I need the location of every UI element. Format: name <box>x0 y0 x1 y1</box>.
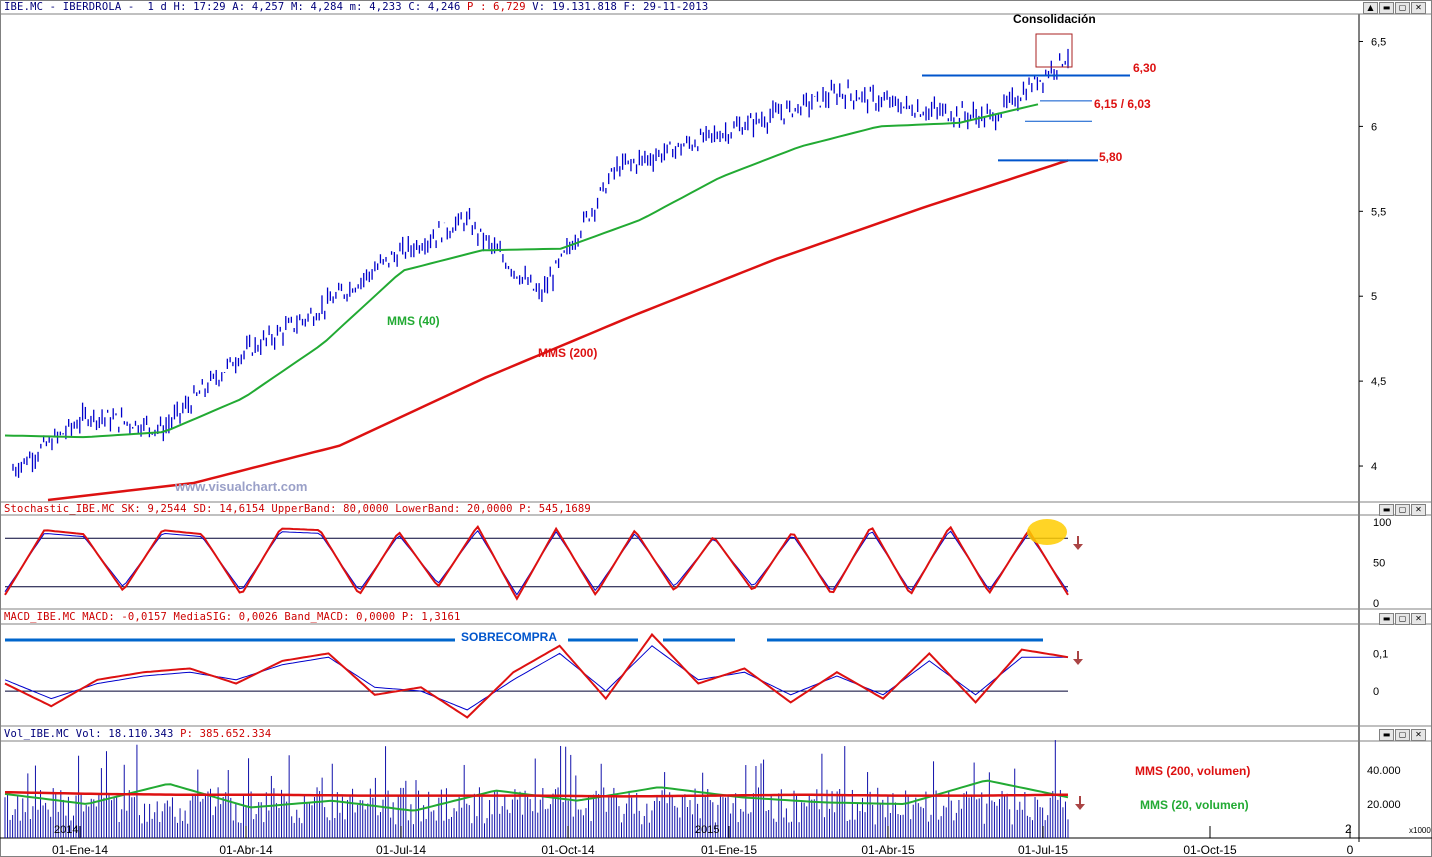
price-y-tick-label: 4 <box>1371 461 1377 473</box>
macd-y-tick-label: 0 <box>1373 686 1379 698</box>
close-button[interactable]: ✕ <box>1411 504 1426 516</box>
stoch-y-tick-label: 0 <box>1373 598 1379 610</box>
corner-2-label: 2 <box>1345 822 1352 836</box>
down-arrow-icon <box>1073 536 1083 550</box>
price-header-text: IBE.MC - IBERDROLA - 1 d H: 17:29 A: 4,2… <box>4 1 468 13</box>
x-tick-label: 0 <box>1347 843 1354 857</box>
maximize-button[interactable]: ▢ <box>1395 613 1410 625</box>
x-tick-label: 01-Abr-15 <box>861 843 915 857</box>
mms200-label: MMS (200) <box>538 346 597 360</box>
axes: 6,5 6 5,5 5 4,5 4 100 50 0 0,1 0 40.000 20.000 01-Ene… <box>52 36 1401 857</box>
x-tick-label: 01-Ene-14 <box>52 843 108 857</box>
vol-window-buttons: ▬ ▢ ✕ <box>1379 729 1426 741</box>
close-button[interactable]: ✕ <box>1411 729 1426 741</box>
mms40-label: MMS (40) <box>387 314 440 328</box>
price-y-tick-label: 5,5 <box>1371 206 1386 218</box>
x-tick-label: 01-Ene-15 <box>701 843 757 857</box>
stoch-header-p: P: 545,1689 <box>519 503 591 515</box>
stochastic-panel <box>4 519 1083 601</box>
year-2014-label: 2014 <box>54 824 78 836</box>
stoch-y-tick-label: 100 <box>1373 517 1391 529</box>
vol-mms200-line <box>4 790 1069 798</box>
level-630-label: 6,30 <box>1133 61 1157 75</box>
macd-header-p: P: 1,3161 <box>401 611 461 623</box>
vol-y-tick-label: 40.000 <box>1367 765 1401 777</box>
stoch-y-tick-label: 50 <box>1373 558 1385 570</box>
down-arrow-icon <box>1073 651 1083 665</box>
vol-mms200-label: MMS (200, volumen) <box>1135 764 1250 778</box>
x-tick-label: 01-Oct-14 <box>541 843 595 857</box>
minimize-button[interactable]: ▬ <box>1379 613 1394 625</box>
price-y-tick-label: 4,5 <box>1371 376 1386 388</box>
consolidacion-label: Consolidación <box>1013 12 1096 26</box>
vol-panel-header: Vol_IBE.MC Vol: 18.110.343 P: 385.652.33… <box>4 728 271 740</box>
consolidation-box <box>1035 33 1073 68</box>
mms40-line <box>4 103 1039 439</box>
x-tick-label: 01-Jul-14 <box>376 843 426 857</box>
sobrecompra-label: SOBRECOMPRA <box>461 630 557 644</box>
vol-mms20-label: MMS (20, volumen) <box>1140 798 1249 812</box>
price-header-suffix: V: 19.131.818 F: 29-11-2013 <box>525 1 709 13</box>
macd-header-text: MACD_IBE.MC MACD: -0,0157 MediaSIG: 0,00… <box>4 611 402 623</box>
price-y-tick-label: 5 <box>1371 291 1377 303</box>
maximize-button[interactable]: ▢ <box>1395 729 1410 741</box>
price-window-buttons: ▲ ▬ ▢ ✕ <box>1363 2 1426 14</box>
vol-y-tick-label: 20.000 <box>1367 799 1401 811</box>
minimize-button[interactable]: ▬ <box>1379 504 1394 516</box>
volume-bars <box>4 740 1069 838</box>
scroll-up-button[interactable]: ▲ <box>1363 2 1378 14</box>
year-2015-label: 2015 <box>695 824 719 836</box>
mms200-line <box>47 159 1069 502</box>
close-button[interactable]: ✕ <box>1411 613 1426 625</box>
watermark: www.visualchart.com <box>174 479 307 494</box>
minimize-button[interactable]: ▬ <box>1379 729 1394 741</box>
macd-line <box>4 632 1069 719</box>
close-button[interactable]: ✕ <box>1411 2 1426 14</box>
stoch-window-buttons: ▬ ▢ ✕ <box>1379 504 1426 516</box>
maximize-button[interactable]: ▢ <box>1395 2 1410 14</box>
x-tick-label: 01-Oct-15 <box>1183 843 1237 857</box>
stoch-header-text: Stochastic_IBE.MC SK: 9,2544 SD: 14,6154… <box>4 503 520 515</box>
stoch-highlight <box>1027 519 1067 545</box>
macd-signal-line <box>4 645 1068 711</box>
price-header-p: P : 6,729 <box>467 1 526 13</box>
maximize-button[interactable]: ▢ <box>1395 504 1410 516</box>
x1000-label: x1000 <box>1409 826 1431 835</box>
macd-panel <box>4 632 1083 719</box>
price-y-tick-label: 6,5 <box>1371 36 1386 48</box>
price-y-tick-label: 6 <box>1371 121 1377 133</box>
price-panel <box>4 33 1130 502</box>
level-580-label: 5,80 <box>1099 150 1123 164</box>
price-panel-header: IBE.MC - IBERDROLA - 1 d H: 17:29 A: 4,2… <box>4 1 708 13</box>
vol-header-p: P: 385.652.334 <box>180 728 272 740</box>
macd-window-buttons: ▬ ▢ ✕ <box>1379 613 1426 625</box>
vol-header-text: Vol_IBE.MC Vol: 18.110.343 <box>4 728 181 740</box>
level-615-603-label: 6,15 / 6,03 <box>1094 97 1151 111</box>
stoch-sk-line <box>4 525 1069 601</box>
x-tick-label: 01-Abr-14 <box>219 843 273 857</box>
down-arrow-icon <box>1075 796 1085 810</box>
x-tick-label: 01-Jul-15 <box>1018 843 1068 857</box>
macd-panel-header: MACD_IBE.MC MACD: -0,0157 MediaSIG: 0,00… <box>4 611 461 623</box>
minimize-button[interactable]: ▬ <box>1379 2 1394 14</box>
stoch-panel-header: Stochastic_IBE.MC SK: 9,2544 SD: 14,6154… <box>4 503 591 515</box>
macd-y-tick-label: 0,1 <box>1373 648 1388 660</box>
volume-panel <box>4 779 1085 812</box>
